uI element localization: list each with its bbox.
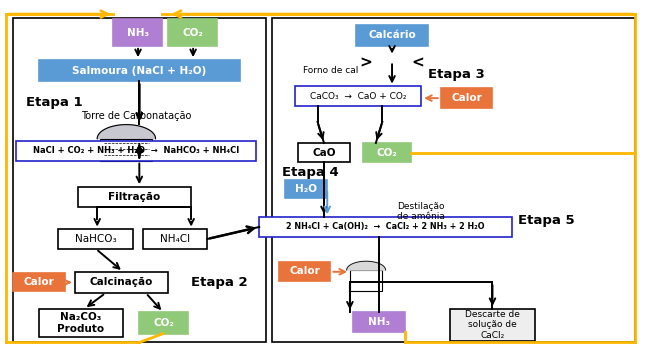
FancyBboxPatch shape xyxy=(259,217,512,237)
Text: CO₂: CO₂ xyxy=(182,28,203,38)
Text: NH₃: NH₃ xyxy=(126,28,149,38)
FancyBboxPatch shape xyxy=(353,312,405,332)
Text: CaO: CaO xyxy=(312,148,336,158)
FancyBboxPatch shape xyxy=(450,309,535,341)
FancyBboxPatch shape xyxy=(13,273,65,291)
Text: 2 NH₄Cl + Ca(OH)₂  →  CaCl₂ + 2 NH₃ + 2 H₂O: 2 NH₄Cl + Ca(OH)₂ → CaCl₂ + 2 NH₃ + 2 H₂… xyxy=(286,222,485,231)
FancyBboxPatch shape xyxy=(298,143,350,162)
Text: Calor: Calor xyxy=(451,93,482,103)
Text: NH₃: NH₃ xyxy=(368,317,390,327)
FancyBboxPatch shape xyxy=(16,141,256,161)
Text: CO₂: CO₂ xyxy=(376,148,398,158)
FancyBboxPatch shape xyxy=(295,86,421,106)
FancyBboxPatch shape xyxy=(168,19,217,46)
Text: NaHCO₃: NaHCO₃ xyxy=(75,234,117,244)
Text: Etapa 3: Etapa 3 xyxy=(428,68,485,80)
Text: Etapa 2: Etapa 2 xyxy=(191,276,248,289)
Text: Descarte de
solução de
CaCl₂: Descarte de solução de CaCl₂ xyxy=(465,310,520,340)
Text: Salmoura (NaCl + H₂O): Salmoura (NaCl + H₂O) xyxy=(72,66,207,76)
Text: Calcinação: Calcinação xyxy=(90,277,153,287)
FancyBboxPatch shape xyxy=(285,180,327,198)
FancyBboxPatch shape xyxy=(58,229,133,249)
FancyBboxPatch shape xyxy=(78,187,191,207)
Text: Destilação
de amônia: Destilação de amônia xyxy=(397,202,445,221)
Text: Torre de Carbonatação: Torre de Carbonatação xyxy=(81,112,191,121)
Text: <: < xyxy=(411,55,424,70)
FancyBboxPatch shape xyxy=(356,25,428,46)
Text: H₂O: H₂O xyxy=(295,184,317,194)
Text: Na₂CO₃
Produto: Na₂CO₃ Produto xyxy=(58,312,104,334)
Polygon shape xyxy=(347,261,386,270)
Text: Forno de cal: Forno de cal xyxy=(303,66,358,75)
FancyBboxPatch shape xyxy=(441,88,492,108)
Text: Etapa 5: Etapa 5 xyxy=(518,214,575,227)
FancyBboxPatch shape xyxy=(113,19,162,46)
FancyBboxPatch shape xyxy=(39,309,123,337)
Text: Calor: Calor xyxy=(23,277,54,287)
Text: Filtração: Filtração xyxy=(108,192,161,202)
FancyBboxPatch shape xyxy=(279,262,330,281)
Text: Calor: Calor xyxy=(289,267,320,276)
Polygon shape xyxy=(97,125,156,139)
FancyBboxPatch shape xyxy=(100,139,152,161)
FancyBboxPatch shape xyxy=(143,229,207,249)
FancyBboxPatch shape xyxy=(139,312,188,334)
Text: >: > xyxy=(360,55,373,70)
Text: Etapa 4: Etapa 4 xyxy=(282,167,339,179)
Text: Calcário: Calcário xyxy=(368,30,416,40)
FancyBboxPatch shape xyxy=(75,272,168,293)
Text: Etapa 1: Etapa 1 xyxy=(26,96,82,109)
Text: CaCO₃  →  CaO + CO₂: CaCO₃ → CaO + CO₂ xyxy=(310,92,406,101)
Text: CO₂: CO₂ xyxy=(153,318,174,328)
FancyBboxPatch shape xyxy=(39,60,240,81)
FancyBboxPatch shape xyxy=(350,270,382,291)
FancyBboxPatch shape xyxy=(363,143,411,162)
Text: NH₄Cl: NH₄Cl xyxy=(160,234,190,244)
Text: NaCl + CO₂ + NH₃ + H₂O  →  NaHCO₃ + NH₄Cl: NaCl + CO₂ + NH₃ + H₂O → NaHCO₃ + NH₄Cl xyxy=(33,146,239,155)
